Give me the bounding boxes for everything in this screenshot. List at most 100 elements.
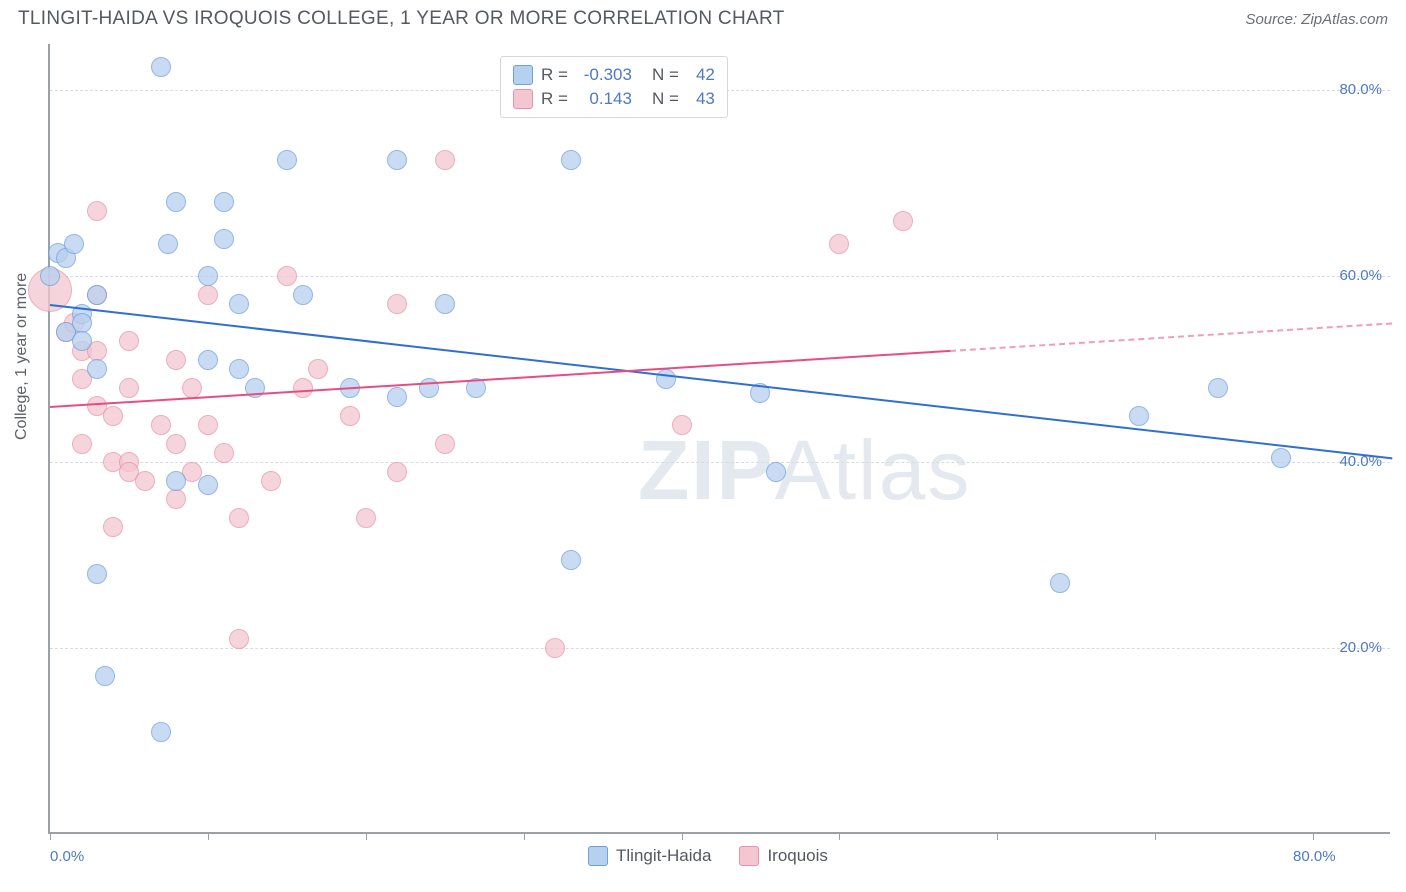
data-point xyxy=(182,378,202,398)
data-point xyxy=(198,475,218,495)
data-point xyxy=(1271,448,1291,468)
x-tick xyxy=(208,832,209,840)
data-point xyxy=(87,201,107,221)
stat-r-label: R = xyxy=(541,89,568,109)
data-point xyxy=(166,350,186,370)
data-point xyxy=(72,331,92,351)
y-axis-title: College, 1 year or more xyxy=(13,273,31,440)
data-point xyxy=(387,387,407,407)
data-point xyxy=(72,313,92,333)
data-point xyxy=(40,266,60,286)
data-point xyxy=(229,359,249,379)
x-tick xyxy=(366,832,367,840)
data-point xyxy=(293,378,313,398)
x-tick xyxy=(997,832,998,840)
data-point xyxy=(766,462,786,482)
x-tick-label: 80.0% xyxy=(1293,848,1336,865)
data-point xyxy=(87,359,107,379)
data-point xyxy=(829,234,849,254)
data-point xyxy=(198,415,218,435)
data-point xyxy=(672,415,692,435)
x-tick-label: 0.0% xyxy=(50,848,84,865)
stat-n-value: 43 xyxy=(687,89,715,109)
data-point xyxy=(198,350,218,370)
bottom-legend: Tlingit-Haida Iroquois xyxy=(588,846,828,866)
data-point xyxy=(119,331,139,351)
data-point xyxy=(1129,406,1149,426)
data-point xyxy=(561,150,581,170)
data-point xyxy=(229,294,249,314)
x-tick xyxy=(50,832,51,840)
data-point xyxy=(261,471,281,491)
x-tick xyxy=(1155,832,1156,840)
data-point xyxy=(214,192,234,212)
stat-r-value: -0.303 xyxy=(576,65,632,85)
data-point xyxy=(198,285,218,305)
data-point xyxy=(103,517,123,537)
data-point xyxy=(95,666,115,686)
data-point xyxy=(308,359,328,379)
data-point xyxy=(119,378,139,398)
data-point xyxy=(166,471,186,491)
data-point xyxy=(87,564,107,584)
stats-row: R = 0.143 N = 43 xyxy=(513,87,715,111)
legend-swatch xyxy=(513,89,533,109)
data-point xyxy=(545,638,565,658)
stats-box: R = -0.303 N = 42 R = 0.143 N = 43 xyxy=(500,56,728,118)
stats-row: R = -0.303 N = 42 xyxy=(513,63,715,87)
trend-line xyxy=(950,323,1392,353)
data-point xyxy=(64,234,84,254)
data-point xyxy=(151,415,171,435)
data-point xyxy=(158,234,178,254)
y-tick-label: 80.0% xyxy=(1339,81,1382,98)
stat-n-label: N = xyxy=(652,89,679,109)
legend-item: Iroquois xyxy=(739,846,827,866)
x-tick xyxy=(839,832,840,840)
data-point xyxy=(656,369,676,389)
legend-label: Tlingit-Haida xyxy=(616,846,711,866)
data-point xyxy=(87,285,107,305)
data-point xyxy=(435,150,455,170)
data-point xyxy=(214,443,234,463)
data-point xyxy=(387,150,407,170)
legend-item: Tlingit-Haida xyxy=(588,846,711,866)
data-point xyxy=(214,229,234,249)
gridline xyxy=(50,648,1390,649)
data-point xyxy=(72,434,92,454)
data-point xyxy=(151,722,171,742)
watermark-bold: ZIP xyxy=(638,423,775,517)
data-point xyxy=(893,211,913,231)
data-point xyxy=(135,471,155,491)
data-point xyxy=(166,489,186,509)
stat-n-value: 42 xyxy=(687,65,715,85)
stat-n-label: N = xyxy=(652,65,679,85)
chart-title: TLINGIT-HAIDA VS IROQUOIS COLLEGE, 1 YEA… xyxy=(18,8,785,30)
plot-area: ZIPAtlas 20.0%40.0%60.0%80.0%0.0%80.0% xyxy=(50,44,1390,832)
data-point xyxy=(198,266,218,286)
watermark: ZIPAtlas xyxy=(638,422,971,519)
x-tick xyxy=(682,832,683,840)
data-point xyxy=(293,285,313,305)
data-point xyxy=(561,550,581,570)
data-point xyxy=(419,378,439,398)
data-point xyxy=(435,434,455,454)
legend-swatch xyxy=(739,846,759,866)
data-point xyxy=(340,406,360,426)
stat-r-value: 0.143 xyxy=(576,89,632,109)
gridline xyxy=(50,462,1390,463)
data-point xyxy=(103,406,123,426)
legend-label: Iroquois xyxy=(767,846,827,866)
data-point xyxy=(277,266,297,286)
x-tick xyxy=(1313,832,1314,840)
data-point xyxy=(387,294,407,314)
data-point xyxy=(356,508,376,528)
y-tick-label: 60.0% xyxy=(1339,267,1382,284)
data-point xyxy=(1208,378,1228,398)
data-point xyxy=(1050,573,1070,593)
legend-swatch xyxy=(588,846,608,866)
chart-frame: ZIPAtlas 20.0%40.0%60.0%80.0%0.0%80.0% R… xyxy=(48,44,1390,834)
stat-r-label: R = xyxy=(541,65,568,85)
gridline xyxy=(50,276,1390,277)
data-point xyxy=(151,57,171,77)
data-point xyxy=(387,462,407,482)
